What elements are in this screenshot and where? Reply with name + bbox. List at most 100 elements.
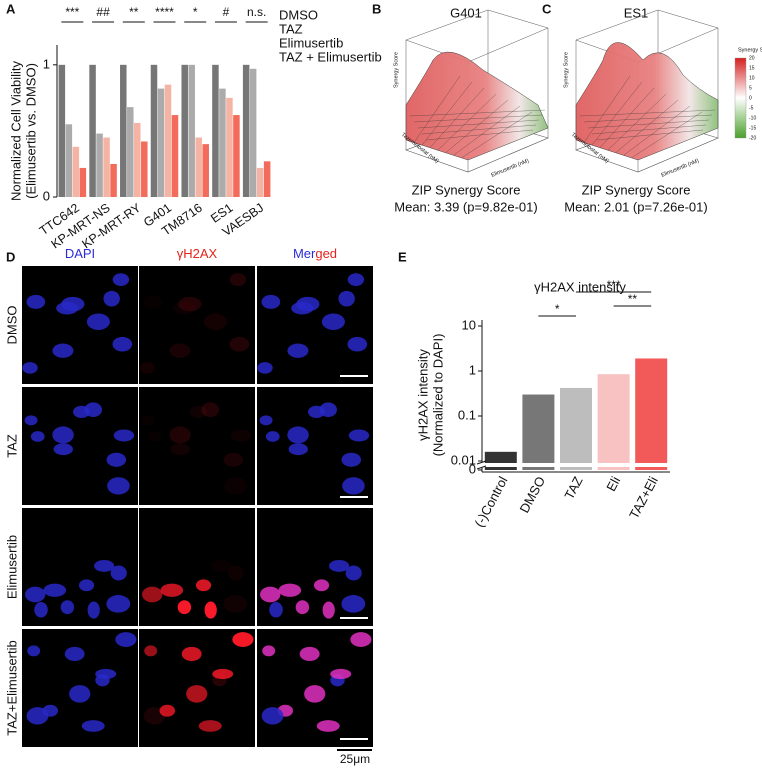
- surface-mesh: [461, 111, 533, 158]
- x-tick-label: DMSO: [517, 474, 549, 515]
- surface-mesh: [417, 119, 540, 129]
- significance-label: **: [628, 292, 638, 306]
- significance-label: #: [223, 5, 230, 19]
- y-axis-label: (Elimusertib vs. DMSO): [23, 63, 38, 199]
- nucleus: [227, 565, 244, 581]
- nucleus: [107, 477, 130, 495]
- nucleus: [260, 586, 281, 603]
- column-header: DAPI: [65, 246, 95, 261]
- nucleus: [52, 426, 74, 444]
- y-tick-label: 1: [469, 362, 476, 377]
- nucleus: [304, 685, 326, 703]
- bar: [233, 115, 240, 197]
- nucleus: [203, 313, 227, 330]
- bar: [202, 144, 209, 197]
- surface-mesh: [595, 129, 704, 141]
- nucleus: [34, 601, 48, 618]
- nucleus: [142, 415, 155, 425]
- nucleus: [148, 431, 162, 442]
- bar: [150, 64, 158, 198]
- nucleus: [106, 452, 127, 467]
- bar: [96, 133, 103, 197]
- significance-label: **: [129, 5, 139, 19]
- nucleus: [211, 560, 231, 572]
- nucleus: [330, 668, 352, 680]
- nucleus: [106, 595, 131, 613]
- colorbar-tick-label: 15: [749, 65, 755, 71]
- nucleus: [142, 586, 163, 603]
- nucleus: [350, 632, 372, 647]
- nucleus: [257, 362, 273, 374]
- nucleus: [64, 646, 85, 662]
- nucleus: [190, 405, 207, 419]
- nucleus: [223, 452, 244, 467]
- y-tick-label: 10: [462, 317, 476, 332]
- legend-entry: TAZ + Elimusertib: [279, 49, 382, 64]
- nucleus: [143, 707, 166, 725]
- nucleus: [341, 452, 362, 467]
- nucleus: [160, 583, 184, 597]
- y-tick-label: 0.01: [451, 452, 476, 467]
- nucleus: [347, 273, 365, 286]
- nucleus: [201, 402, 219, 418]
- nucleus: [296, 296, 320, 312]
- row-label: Elimusertib: [4, 535, 19, 599]
- nucleus: [338, 290, 355, 307]
- surface-mesh: [579, 109, 716, 117]
- nucleus: [345, 565, 362, 581]
- nucleus: [24, 415, 38, 426]
- caption: ZIP Synergy Score: [412, 182, 521, 197]
- nucleus: [159, 704, 176, 717]
- bar: [195, 137, 202, 197]
- nucleus: [347, 336, 368, 352]
- nucleus: [261, 294, 281, 309]
- bar: [263, 161, 271, 197]
- colorbar-tick-label: 0: [749, 95, 752, 101]
- nucleus: [181, 646, 202, 662]
- bar: [120, 64, 127, 198]
- x-tick-label: (-)Control: [471, 474, 510, 530]
- surface-mesh: [623, 105, 691, 156]
- y-tick-label: 0.1: [458, 407, 476, 422]
- micrograph: [139, 387, 255, 505]
- colorbar: [734, 57, 747, 139]
- nucleus: [232, 632, 254, 647]
- bar: [522, 394, 555, 470]
- nucleus: [178, 296, 202, 312]
- nucleus: [316, 720, 340, 732]
- nucleus: [230, 429, 252, 442]
- bar: [212, 64, 219, 198]
- y-tick-label: 0: [43, 188, 50, 203]
- nucleus: [299, 646, 320, 662]
- bar: [65, 124, 73, 197]
- significance-label: ****: [155, 5, 174, 19]
- colorbar-tick-label: -5: [749, 105, 754, 111]
- nucleus: [52, 343, 74, 358]
- nucleus: [69, 685, 91, 703]
- bar: [72, 146, 80, 197]
- surface-mesh: [413, 75, 461, 143]
- nucleus: [195, 579, 212, 592]
- nucleus: [198, 720, 222, 732]
- nucleus: [262, 645, 276, 657]
- axis-break: [476, 460, 487, 465]
- bar: [226, 97, 233, 197]
- bar: [127, 107, 134, 197]
- nucleus: [261, 707, 284, 725]
- legend-entry: Elimusertib: [279, 35, 343, 50]
- colorbar-tick-label: -20: [749, 135, 756, 141]
- nucleus: [287, 343, 309, 358]
- caption: ZIP Synergy Score: [582, 182, 691, 197]
- row-label: TAZ: [4, 434, 19, 458]
- nucleus: [112, 273, 130, 286]
- chart-title: γH2AX intensity: [534, 279, 626, 294]
- panel-label: D: [6, 249, 15, 264]
- bar: [79, 167, 87, 197]
- nucleus: [22, 362, 38, 374]
- nucleus: [143, 295, 162, 309]
- x-axis-label: Elimusertib (nM): [490, 158, 530, 179]
- significance-label: ***: [607, 278, 621, 292]
- significance-label: n.s.: [247, 5, 266, 19]
- bar: [188, 64, 195, 198]
- nucleus: [321, 313, 345, 330]
